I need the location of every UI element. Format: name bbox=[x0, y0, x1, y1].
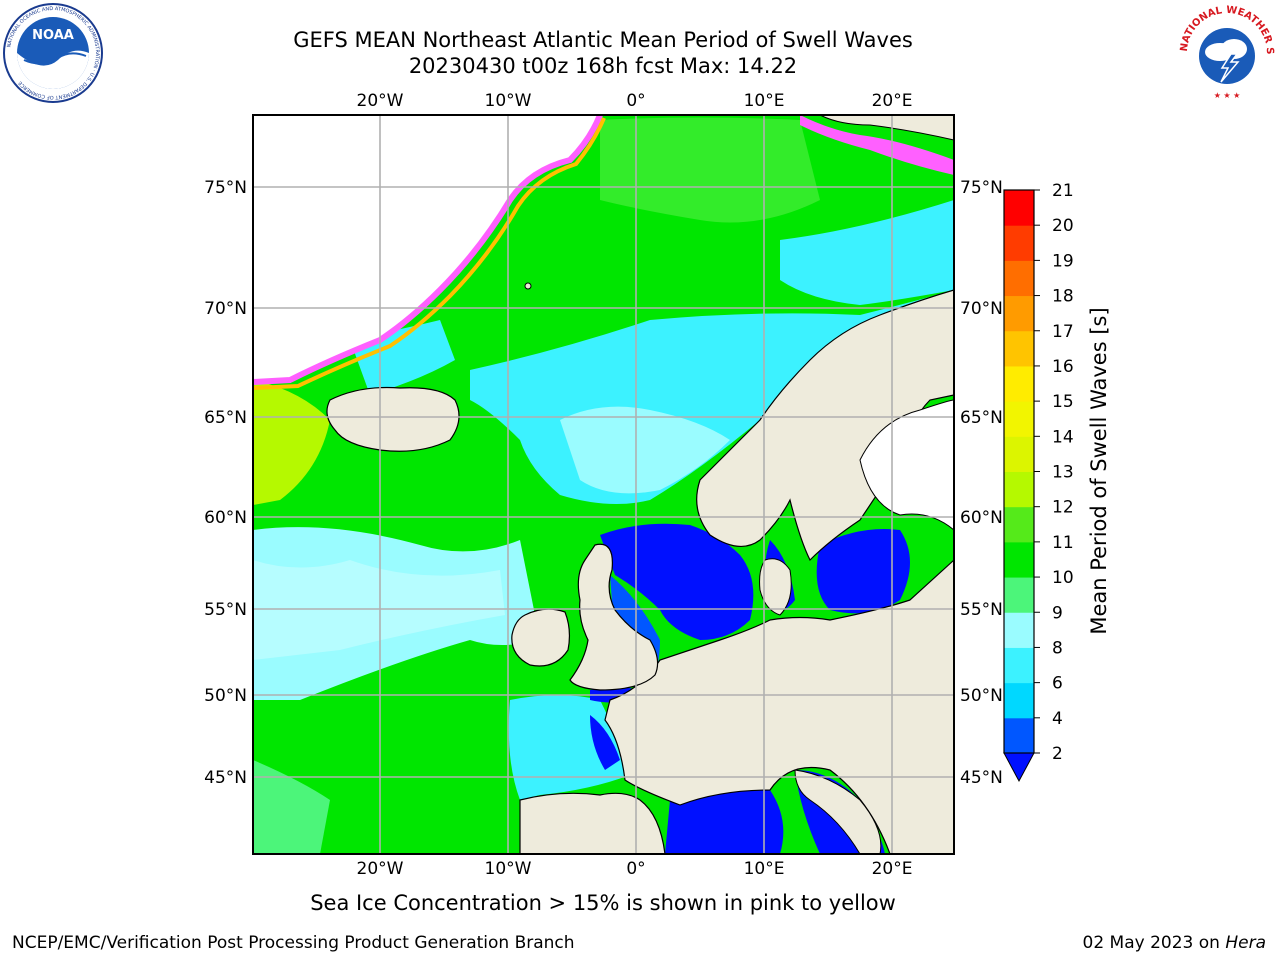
colorbar-tick-label: 14 bbox=[1052, 427, 1074, 447]
lon-tick-top: 10°W bbox=[485, 91, 532, 111]
lon-tick-top: 0° bbox=[626, 91, 645, 111]
colorbar-tick-label: 19 bbox=[1052, 251, 1074, 271]
iberia bbox=[519, 792, 666, 854]
colorbar-tick-label: 10 bbox=[1052, 568, 1074, 588]
colorbar-tick-label: 15 bbox=[1052, 392, 1074, 412]
lat-tick-left: 45°N bbox=[204, 768, 247, 788]
lat-tick-right: 55°N bbox=[960, 600, 1003, 620]
lon-tick-bottom: 20°E bbox=[872, 859, 913, 879]
lat-tick-right: 65°N bbox=[960, 408, 1003, 428]
colorbar-segment bbox=[1004, 471, 1034, 508]
jan-mayen bbox=[524, 282, 532, 290]
lat-tick-right: 50°N bbox=[960, 686, 1003, 706]
colorbar: 2 4 6 8 9 10 11 12 13 14 15 16 17 18 19 20 21 bbox=[1003, 181, 1074, 783]
colorbar-tick-label: 2 bbox=[1052, 744, 1063, 764]
colorbar-segment bbox=[1004, 190, 1034, 226]
colorbar-tick-label: 16 bbox=[1052, 357, 1074, 377]
chart-subtitle: 20230430 t00z 168h fcst Max: 14.22 bbox=[408, 54, 798, 78]
colorbar-under-arrow bbox=[1003, 752, 1035, 783]
swell-zone-6-8s bbox=[780, 200, 954, 305]
lon-tick-bottom: 10°W bbox=[485, 859, 532, 879]
sea-ice-edge bbox=[253, 117, 606, 390]
scandinavia bbox=[696, 289, 954, 562]
swell-zone-below-2s bbox=[590, 715, 620, 770]
footer-date: 02 May 2023 on Hera bbox=[1083, 933, 1267, 953]
colorbar-segment bbox=[1004, 401, 1034, 437]
lat-tick-right: 60°N bbox=[960, 508, 1003, 528]
lon-tick-top: 10°E bbox=[744, 91, 785, 111]
colorbar-tick-label: 8 bbox=[1052, 638, 1063, 658]
map-area bbox=[253, 115, 954, 854]
colorbar-tick-label: 6 bbox=[1052, 674, 1063, 694]
lat-tick-left: 75°N bbox=[204, 178, 247, 198]
swell-zone-8-9s bbox=[560, 406, 730, 494]
colorbar-segment bbox=[1004, 330, 1034, 367]
colorbar-tick-label: 9 bbox=[1052, 603, 1063, 623]
sea-ice-svalbard bbox=[800, 115, 954, 175]
iceland bbox=[326, 386, 460, 452]
colorbar-tick-label: 20 bbox=[1052, 216, 1074, 236]
sea-ice-edge bbox=[253, 115, 603, 385]
lon-tick-top: 20°E bbox=[872, 91, 913, 111]
lat-tick-left: 60°N bbox=[204, 508, 247, 528]
lat-tick-left: 65°N bbox=[204, 408, 247, 428]
colorbar-segment bbox=[1004, 225, 1034, 261]
swell-zone-6-8s bbox=[508, 695, 630, 800]
colorbar-segment bbox=[1004, 541, 1034, 578]
italy bbox=[794, 769, 882, 854]
footer-host: Hera bbox=[1225, 933, 1266, 953]
map-frame bbox=[252, 114, 955, 855]
nws-logo: NATIONAL WEATHER SERVICE ★ ★ ★ bbox=[1176, 2, 1276, 102]
swell-zone-12-13s bbox=[253, 380, 330, 505]
ireland bbox=[511, 608, 571, 667]
swell-zone-8-9s bbox=[253, 560, 505, 660]
colorbar-tick-label: 11 bbox=[1052, 533, 1074, 553]
swell-zone-below-2s bbox=[665, 790, 784, 854]
colorbar-segment bbox=[1004, 365, 1034, 402]
colorbar-tick-label: 13 bbox=[1052, 463, 1074, 483]
graticule bbox=[253, 115, 954, 854]
colorbar-tick-label: 12 bbox=[1052, 498, 1074, 518]
lon-tick-bottom: 0° bbox=[626, 859, 645, 879]
colorbar-segment bbox=[1004, 260, 1034, 297]
lat-tick-left: 55°N bbox=[204, 600, 247, 620]
lat-tick-right: 70°N bbox=[960, 299, 1003, 319]
lat-tick-left: 70°N bbox=[204, 299, 247, 319]
lon-tick-bottom: 20°W bbox=[357, 859, 404, 879]
swell-zone-9-10s bbox=[253, 760, 330, 854]
svg-text:★ ★ ★: ★ ★ ★ bbox=[1214, 91, 1241, 100]
colorbar-tick-label: 17 bbox=[1052, 322, 1074, 342]
swell-zone-below-2s bbox=[600, 523, 754, 640]
colorbar-segment bbox=[1004, 612, 1034, 648]
denmark bbox=[759, 558, 792, 616]
lat-tick-left: 50°N bbox=[204, 686, 247, 706]
colorbar-segment bbox=[1004, 577, 1034, 613]
swell-zone-below-2s bbox=[816, 529, 910, 614]
lat-tick-right: 75°N bbox=[960, 178, 1003, 198]
noaa-logo: NOAA NATIONAL OCEANIC AND ATMOSPHERIC AD… bbox=[3, 3, 103, 103]
colorbar-tick-label: 18 bbox=[1052, 287, 1074, 307]
colorbar-segment bbox=[1004, 682, 1034, 719]
lon-tick-top: 20°W bbox=[357, 91, 404, 111]
swell-zone-10-11s bbox=[600, 117, 820, 223]
baltic-ice-gulf bbox=[859, 399, 954, 531]
colorbar-tick-label: 21 bbox=[1052, 181, 1074, 201]
colorbar-segment bbox=[1004, 295, 1034, 332]
lon-tick-bottom: 10°E bbox=[744, 859, 785, 879]
svg-text:NOAA: NOAA bbox=[32, 28, 74, 43]
sea-ice-note: Sea Ice Concentration > 15% is shown in … bbox=[310, 891, 896, 915]
colorbar-segment bbox=[1004, 647, 1034, 684]
svalbard bbox=[819, 115, 954, 141]
colorbar-label: Mean Period of Swell Waves [s] bbox=[1087, 307, 1111, 634]
colorbar-segment bbox=[1004, 717, 1034, 754]
colorbar-segment bbox=[1004, 436, 1034, 472]
footer-credit: NCEP/EMC/Verification Post Processing Pr… bbox=[12, 933, 575, 953]
colorbar-segment bbox=[1004, 506, 1034, 543]
chart-title: GEFS MEAN Northeast Atlantic Mean Period… bbox=[293, 28, 913, 52]
lat-tick-right: 45°N bbox=[960, 768, 1003, 788]
footer-date-text: 02 May 2023 on bbox=[1082, 933, 1226, 953]
colorbar-tick-label: 4 bbox=[1052, 709, 1063, 729]
